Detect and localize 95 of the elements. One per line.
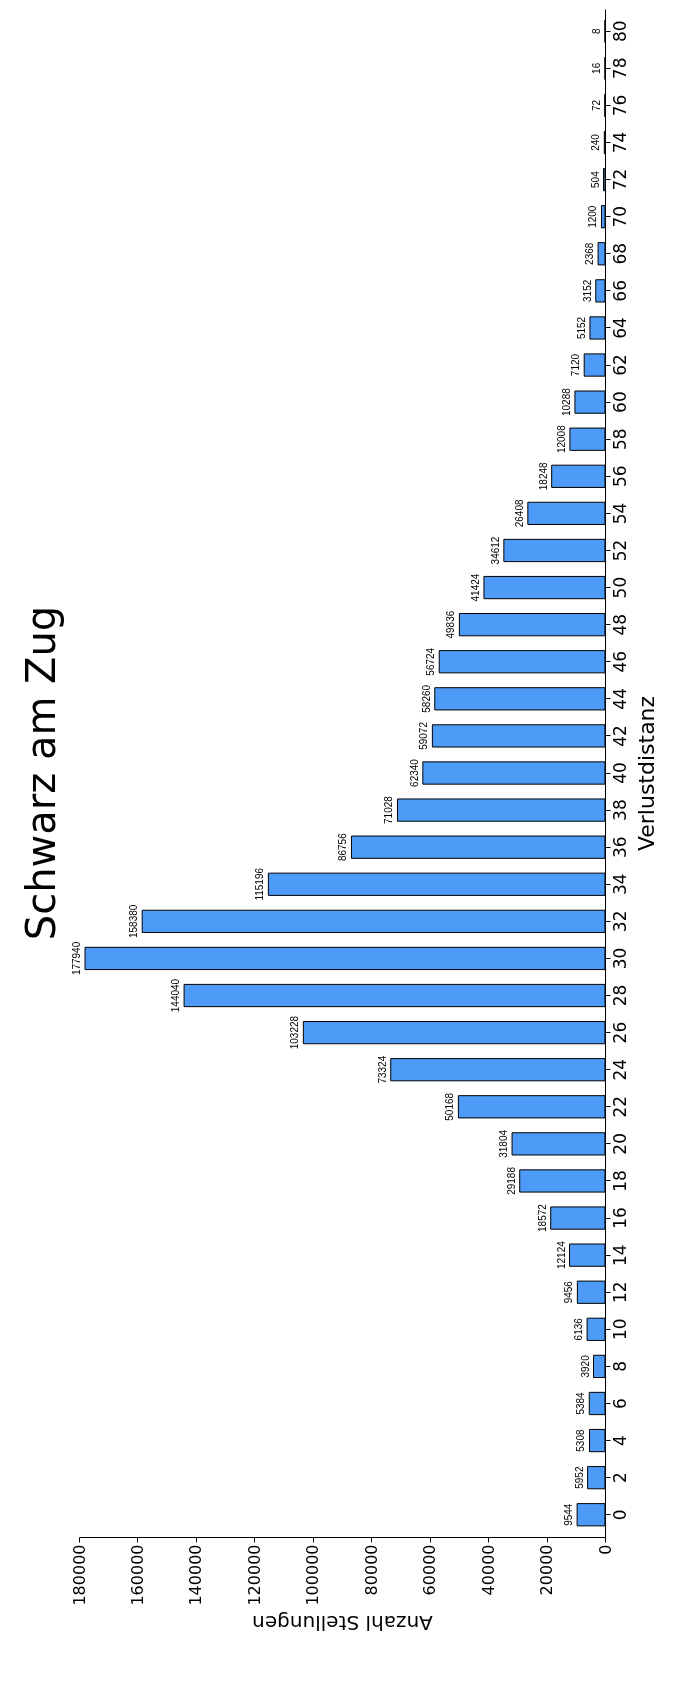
data-label: 29188 xyxy=(505,1166,517,1195)
data-label: 115196 xyxy=(254,867,266,901)
data-label: 9456 xyxy=(563,1280,575,1304)
y-tick-label: 2 xyxy=(609,1472,630,1484)
data-label: 16 xyxy=(590,62,602,74)
y-tick-label: 62 xyxy=(609,354,630,376)
data-label: 5152 xyxy=(575,316,587,340)
data-label: 5308 xyxy=(575,1429,587,1452)
y-tick-label: 72 xyxy=(609,168,630,191)
y-tick-label: 16 xyxy=(609,1207,630,1229)
data-label: 18572 xyxy=(536,1203,548,1232)
y-tick-label: 36 xyxy=(609,836,630,858)
y-tick-label: 52 xyxy=(609,539,630,562)
data-label: 240 xyxy=(590,133,602,151)
y-tick-label: 44 xyxy=(609,688,630,710)
y-tick-label: 10 xyxy=(609,1318,630,1341)
data-label: 72 xyxy=(590,99,602,111)
y-tick-label: 48 xyxy=(609,613,630,636)
x-tick-label: 140000 xyxy=(186,1544,206,1606)
data-label: 9544 xyxy=(563,1503,575,1526)
data-label: 73324 xyxy=(376,1055,388,1084)
data-label: 31804 xyxy=(498,1129,510,1158)
y-tick-label: 70 xyxy=(609,205,630,228)
y-tick-label: 32 xyxy=(609,910,630,933)
x-tick-label: 60000 xyxy=(420,1544,440,1596)
y-tick-label: 30 xyxy=(609,947,630,970)
data-label: 1200 xyxy=(587,205,599,228)
y-tick-label: 78 xyxy=(609,57,630,80)
text: Schwarz am Zug xyxy=(18,605,64,941)
y-tick-label: 14 xyxy=(609,1244,630,1266)
y-tick-label: 76 xyxy=(609,94,630,117)
x-tick-label: 40000 xyxy=(478,1544,498,1596)
y-tick-label: 74 xyxy=(609,131,630,154)
x-tick-label: 120000 xyxy=(244,1544,264,1606)
y-tick-label: 6 xyxy=(609,1398,630,1409)
data-label: 103228 xyxy=(289,1015,301,1050)
data-label: 6136 xyxy=(573,1317,585,1341)
x-tick-label: 160000 xyxy=(127,1544,147,1606)
data-label: 3920 xyxy=(579,1354,591,1378)
y-tick-label: 54 xyxy=(609,502,630,525)
y-tick-label: 18 xyxy=(609,1170,630,1192)
y-tick-label: 4 xyxy=(609,1435,630,1446)
x-axis-title: Anzahl Stellungen xyxy=(252,1610,433,1635)
data-label: 34612 xyxy=(489,536,501,565)
y-tick-label: 64 xyxy=(609,317,630,339)
data-label: 158380 xyxy=(128,904,140,939)
y-tick-label: 40 xyxy=(609,762,630,784)
data-label: 3152 xyxy=(581,279,593,302)
x-tick-label: 100000 xyxy=(303,1544,323,1606)
y-tick-label: 22 xyxy=(609,1095,630,1118)
y-tick-label: 80 xyxy=(609,20,630,43)
y-tick-label: 34 xyxy=(609,873,630,896)
data-label: 50168 xyxy=(444,1092,456,1121)
data-label: 8 xyxy=(590,28,602,35)
y-tick-label: 46 xyxy=(609,650,630,673)
data-label: 18248 xyxy=(537,461,549,491)
data-label: 504 xyxy=(589,170,601,188)
data-label: 144040 xyxy=(170,978,182,1013)
data-label: 71028 xyxy=(383,795,395,824)
data-label: 58260 xyxy=(420,684,432,713)
y-tick-label: 60 xyxy=(609,391,630,413)
data-label: 2368 xyxy=(584,242,596,265)
data-label: 5384 xyxy=(575,1391,587,1415)
y-tick-label: 42 xyxy=(609,725,630,747)
data-label: 177940 xyxy=(71,941,83,976)
data-label: 7120 xyxy=(570,353,582,377)
data-label: 12124 xyxy=(555,1240,567,1270)
y-tick-label: 38 xyxy=(609,799,630,821)
y-tick-label: 8 xyxy=(609,1360,630,1372)
y-tick-label: 24 xyxy=(609,1058,630,1081)
y-tick-label: 56 xyxy=(609,465,630,488)
data-label: 86756 xyxy=(337,832,349,862)
data-label: 41424 xyxy=(469,573,481,602)
data-label: 56724 xyxy=(425,647,437,676)
data-label: 62340 xyxy=(408,758,420,787)
data-label: 49836 xyxy=(445,610,457,639)
data-label: 26408 xyxy=(513,499,525,528)
y-tick-label: 0 xyxy=(609,1509,630,1521)
y-tick-label: 66 xyxy=(609,280,630,302)
y-tick-label: 58 xyxy=(609,428,630,451)
x-tick-label: 0 xyxy=(595,1544,615,1555)
y-tick-label: 12 xyxy=(609,1281,630,1304)
y-tick-label: 20 xyxy=(609,1133,630,1155)
y-tick-label: 26 xyxy=(609,1021,630,1044)
y-tick-label: 50 xyxy=(609,576,630,599)
data-label: 59072 xyxy=(418,721,430,750)
data-label: 10288 xyxy=(560,387,572,417)
data-label: 5952 xyxy=(573,1466,585,1489)
data-label: 12008 xyxy=(555,424,567,454)
x-tick-label: 20000 xyxy=(537,1544,557,1596)
y-tick-label: 28 xyxy=(609,984,630,1007)
y-axis-title: Verlustdistanz xyxy=(633,695,659,852)
y-tick-label: 68 xyxy=(609,242,630,265)
x-tick-label: 180000 xyxy=(69,1544,89,1606)
x-tick-label: 80000 xyxy=(361,1544,381,1596)
